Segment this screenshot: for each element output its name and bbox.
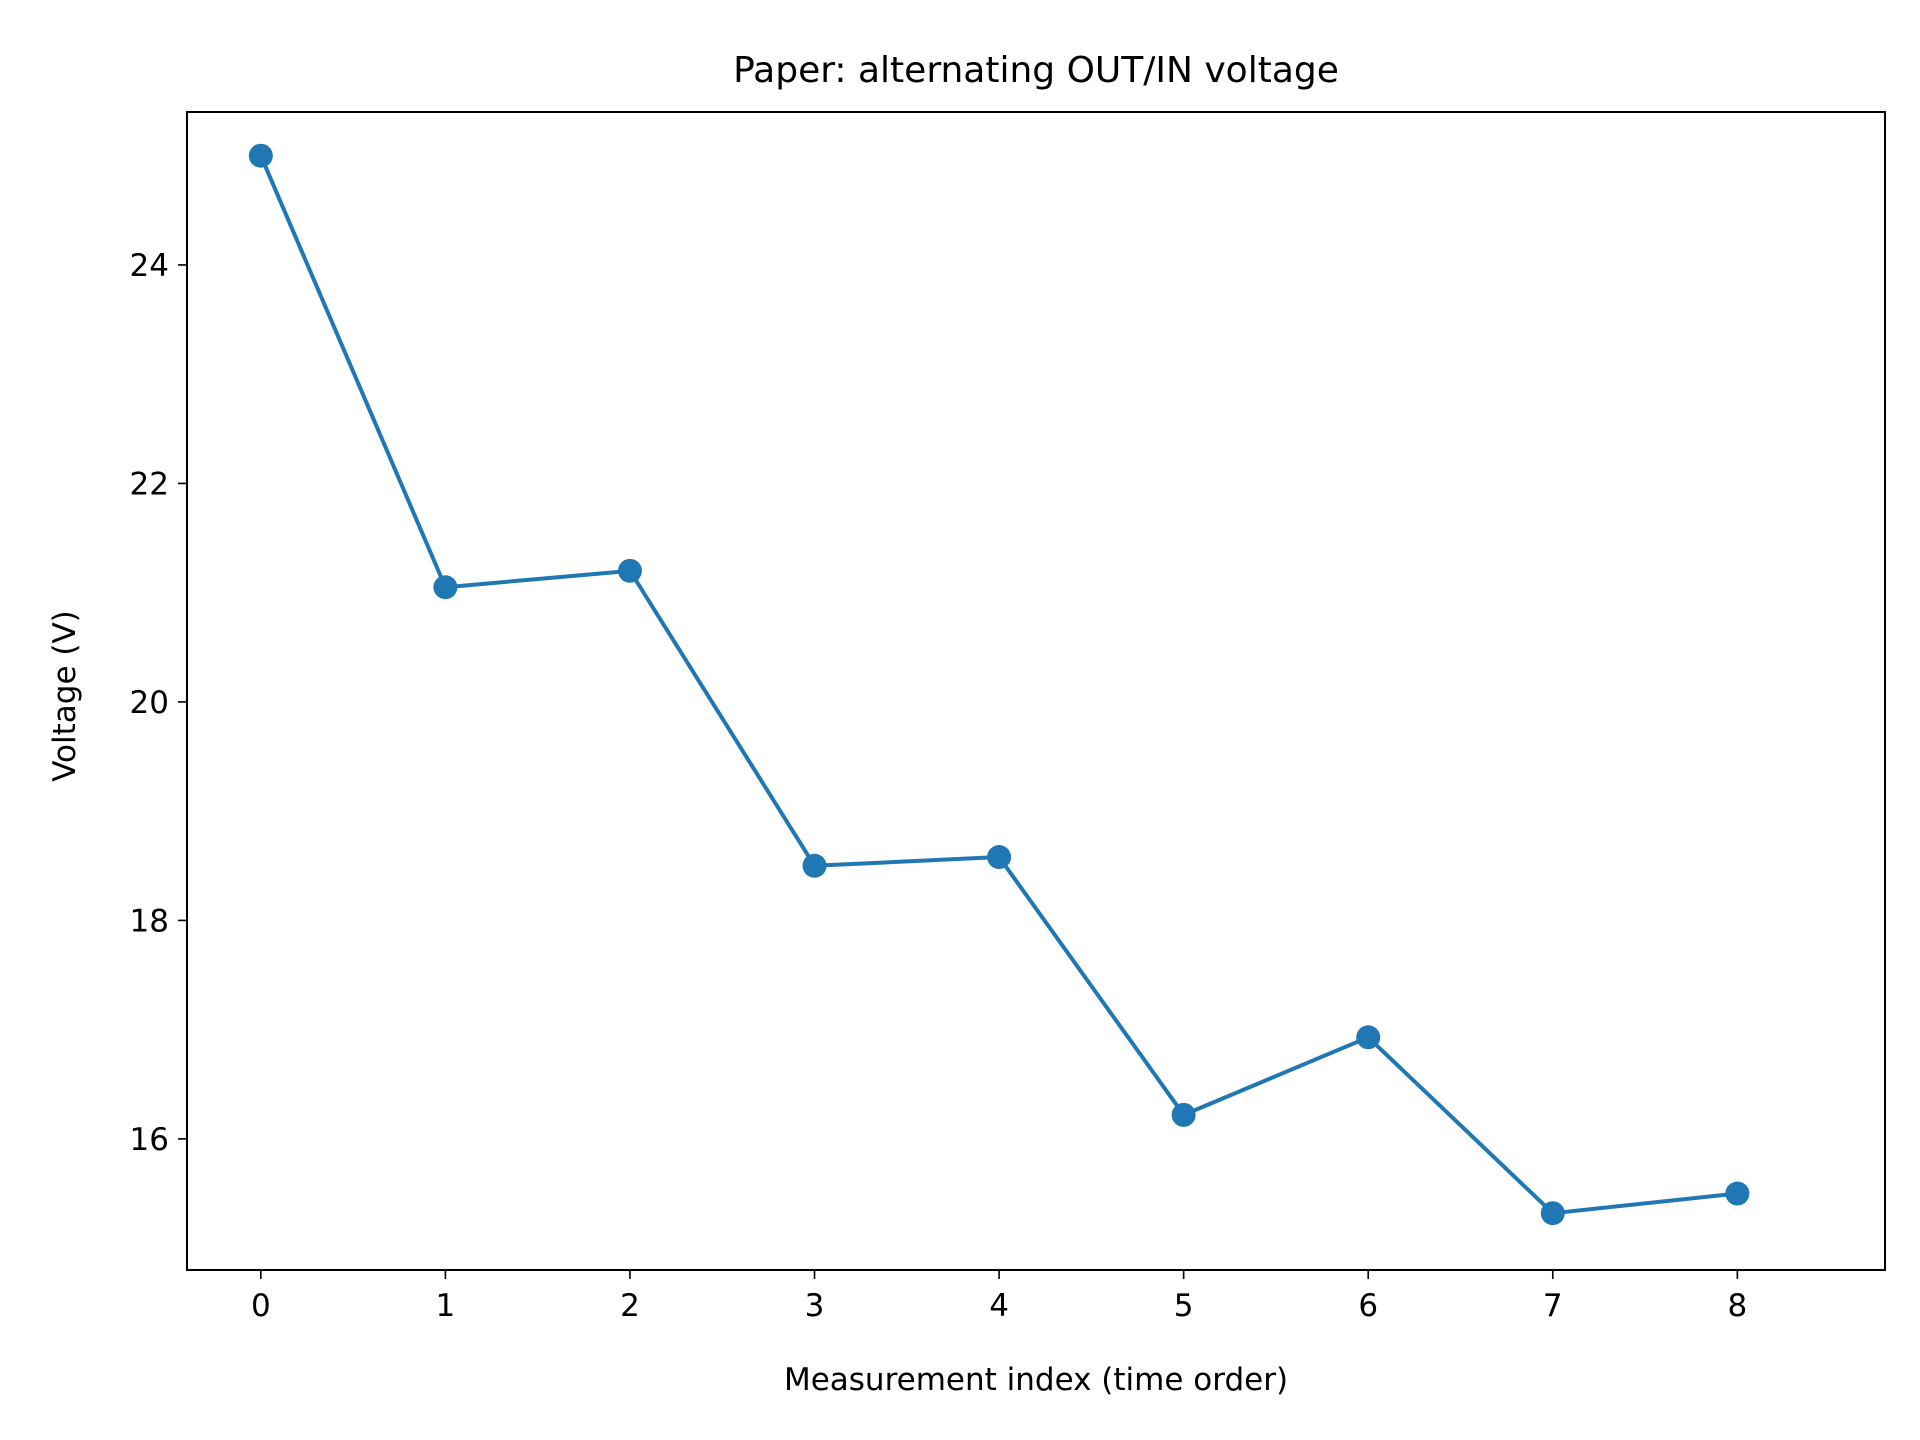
data-point: [248, 143, 273, 168]
data-point: [987, 845, 1012, 870]
data-point: [1356, 1025, 1381, 1050]
y-tick-label: 22: [130, 466, 169, 502]
y-tick-label: 16: [130, 1122, 169, 1158]
data-point: [617, 558, 642, 583]
data-point: [802, 853, 827, 878]
x-tick-label: 6: [1358, 1288, 1378, 1324]
data-point: [1540, 1201, 1565, 1226]
y-tick-label: 18: [130, 903, 169, 939]
chart-title: Paper: alternating OUT/IN voltage: [733, 50, 1339, 91]
x-tick-label: 3: [805, 1288, 825, 1324]
data-point: [433, 575, 458, 600]
y-tick-label: 20: [130, 685, 169, 721]
y-axis-label: Voltage (V): [47, 610, 83, 782]
x-tick-label: 0: [251, 1288, 271, 1324]
axes-frame: [186, 111, 1886, 1271]
x-tick-label: 1: [436, 1288, 456, 1324]
x-tick-label: 4: [989, 1288, 1009, 1324]
x-tick-label: 7: [1543, 1288, 1563, 1324]
x-axis-label: Measurement index (time order): [784, 1362, 1288, 1398]
y-tick-label: 24: [130, 248, 169, 284]
x-tick-label: 2: [620, 1288, 640, 1324]
x-tick-label: 8: [1727, 1288, 1747, 1324]
data-point: [1171, 1102, 1196, 1127]
data-point: [1725, 1181, 1750, 1206]
x-tick-label: 5: [1174, 1288, 1194, 1324]
plot-area: 0 1 2 3 4 5 6 7 8 16 18 20 22 24: [130, 111, 1886, 1324]
